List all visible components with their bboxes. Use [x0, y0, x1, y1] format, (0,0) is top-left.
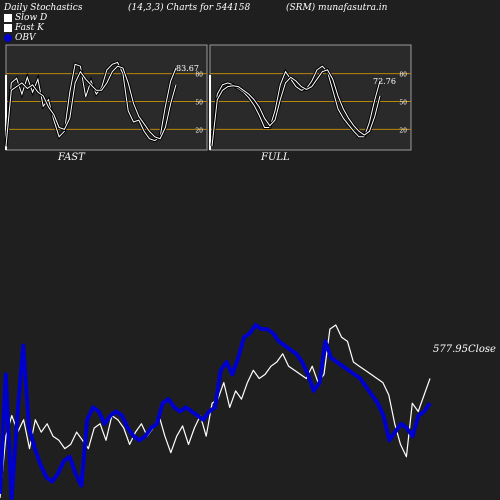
chart-header-right: (SRM) munafasutra.in — [286, 3, 388, 13]
full-panel-title: FULL — [261, 152, 290, 163]
fast-series-line-1 — [5, 65, 177, 147]
legend-fast-k: Fast K — [4, 23, 44, 33]
fast-last-value-label: 83.67 — [176, 64, 199, 73]
close-suffix: Close — [468, 344, 496, 355]
price-line — [0, 324, 431, 499]
white-square-icon — [4, 24, 12, 32]
legend-slow-d: Slow D — [4, 13, 47, 23]
fast-tick-label-80: 80 — [195, 72, 203, 79]
legend-obv: OBV — [4, 33, 36, 43]
legend-label: OBV — [15, 33, 36, 43]
chart-header-left: Daily Stochastics — [4, 3, 83, 13]
full-series-line-1 — [211, 69, 381, 147]
full-tick-label-20: 20 — [399, 127, 407, 134]
legend-label: Fast K — [15, 23, 44, 33]
full-tick-label-80: 80 — [399, 72, 407, 79]
chart-header-middle: (14,3,3) Charts for 544158 — [128, 3, 251, 13]
obv-line — [0, 323, 432, 500]
close-price-label: 577.95Close — [433, 344, 496, 355]
full-tick-label-50: 50 — [399, 100, 407, 107]
fast-tick-label-50: 50 — [195, 100, 203, 107]
full-last-value-label: 72.76 — [373, 77, 396, 86]
full-panel-frame — [209, 44, 412, 151]
fast-tick-label-20: 20 — [195, 127, 203, 134]
blue-dot-icon — [4, 34, 12, 42]
fast-panel-frame — [5, 44, 208, 151]
fast-panel-title: FAST — [58, 152, 85, 163]
full-series-line-0 — [211, 65, 381, 147]
legend-label: Slow D — [15, 13, 48, 23]
close-price-value: 577.95 — [433, 344, 468, 355]
white-square-icon — [4, 14, 12, 22]
